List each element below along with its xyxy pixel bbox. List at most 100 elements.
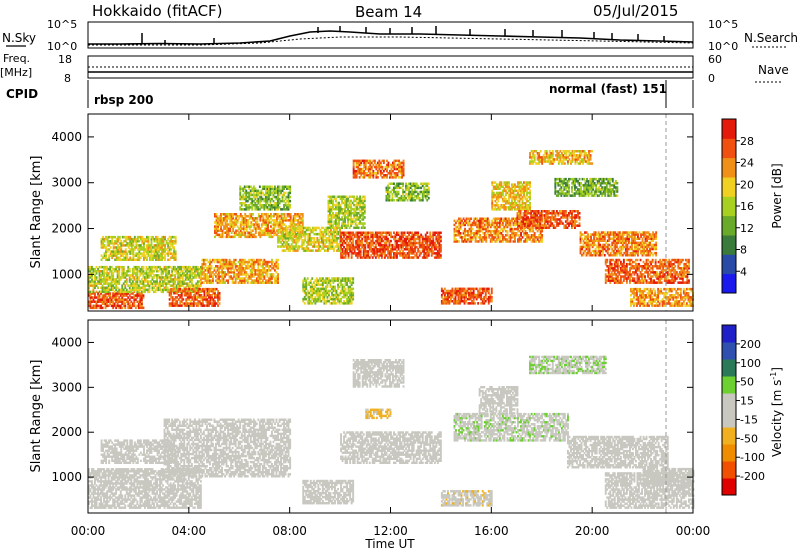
data-cell — [162, 288, 164, 292]
data-cell — [140, 267, 143, 271]
data-cell — [153, 280, 155, 283]
data-cell — [195, 302, 198, 305]
data-cell — [105, 256, 107, 259]
data-cell — [110, 300, 113, 303]
data-cell — [228, 258, 231, 262]
data-cell — [89, 294, 92, 297]
data-cell — [249, 262, 252, 266]
data-cell — [113, 290, 116, 294]
data-cell — [144, 256, 147, 259]
data-cell — [206, 294, 209, 297]
data-cell — [115, 284, 118, 287]
data-cell — [153, 274, 155, 277]
data-cell — [195, 296, 198, 299]
data-cell — [162, 242, 165, 245]
data-cell — [208, 287, 210, 291]
data-cell — [158, 256, 160, 259]
data-cell — [183, 292, 186, 295]
data-cell — [162, 280, 164, 283]
data-cell — [363, 216, 366, 219]
data-cell — [193, 286, 196, 289]
data-cell — [118, 282, 121, 285]
data-cell — [113, 280, 116, 283]
data-cell — [121, 252, 124, 255]
data-cell — [219, 262, 222, 266]
data-cell — [115, 267, 118, 271]
data-cell — [195, 270, 198, 273]
data-cell — [100, 244, 103, 247]
data-cell — [154, 290, 157, 294]
data-cell — [105, 258, 107, 261]
data-cell — [121, 267, 124, 271]
data-cell — [218, 235, 221, 239]
data-cell — [136, 284, 139, 287]
data-cell — [242, 277, 245, 280]
data-cell — [171, 278, 174, 281]
data-cell — [268, 267, 270, 270]
data-cell — [124, 290, 127, 294]
data-cell — [183, 289, 186, 293]
data-cell — [222, 275, 225, 278]
data-cell — [174, 280, 177, 283]
data-cell — [95, 276, 98, 279]
data-cell — [157, 270, 160, 273]
data-cell — [257, 258, 260, 262]
data-cell — [105, 254, 107, 257]
data-cell — [206, 258, 208, 262]
data-cell — [182, 289, 185, 293]
data-cell — [163, 276, 166, 279]
data-cell — [150, 242, 153, 245]
data-cell — [119, 294, 122, 297]
data-cell — [106, 248, 109, 251]
data-cell — [165, 272, 167, 275]
data-cell — [120, 242, 123, 245]
data-cell — [271, 258, 273, 262]
data-cell — [168, 288, 171, 292]
data-cell — [237, 265, 240, 268]
data-cell — [171, 274, 174, 277]
data-cell — [145, 288, 148, 292]
data-cell — [177, 270, 180, 273]
data-cell — [156, 270, 158, 273]
data-cell — [97, 294, 99, 297]
data-cell — [227, 269, 229, 272]
data-cell — [131, 302, 134, 305]
data-cell — [133, 258, 136, 261]
data-cell — [194, 292, 197, 295]
data-cell — [222, 265, 225, 268]
data-cell — [271, 267, 273, 270]
data-cell — [103, 288, 105, 292]
data-cell — [171, 242, 174, 245]
data-cell — [112, 304, 115, 308]
data-cell — [113, 298, 116, 301]
data-cell — [162, 252, 165, 255]
data-cell — [170, 287, 173, 291]
data-cell — [249, 277, 252, 280]
data-cell — [124, 256, 127, 259]
data-cell — [131, 288, 134, 292]
data-cell — [114, 246, 117, 249]
data-cell — [193, 267, 196, 271]
data-cell — [98, 282, 101, 285]
data-cell — [213, 273, 216, 276]
data-cell — [144, 284, 146, 287]
data-cell — [258, 258, 261, 262]
data-cell — [102, 240, 104, 243]
data-cell — [106, 282, 109, 285]
data-cell — [249, 275, 252, 278]
data-cell — [115, 306, 118, 310]
data-cell — [248, 275, 251, 278]
data-cell — [112, 280, 115, 283]
data-cell — [143, 248, 145, 251]
data-cell — [140, 282, 143, 285]
data-cell — [218, 296, 221, 299]
data-cell — [163, 288, 166, 292]
data-cell — [113, 296, 116, 299]
data-cell — [139, 286, 142, 289]
data-cell — [133, 237, 136, 241]
data-cell — [122, 292, 125, 295]
data-cell — [107, 274, 110, 277]
data-cell — [147, 246, 150, 249]
data-cell — [140, 270, 143, 273]
data-cell — [183, 286, 186, 289]
